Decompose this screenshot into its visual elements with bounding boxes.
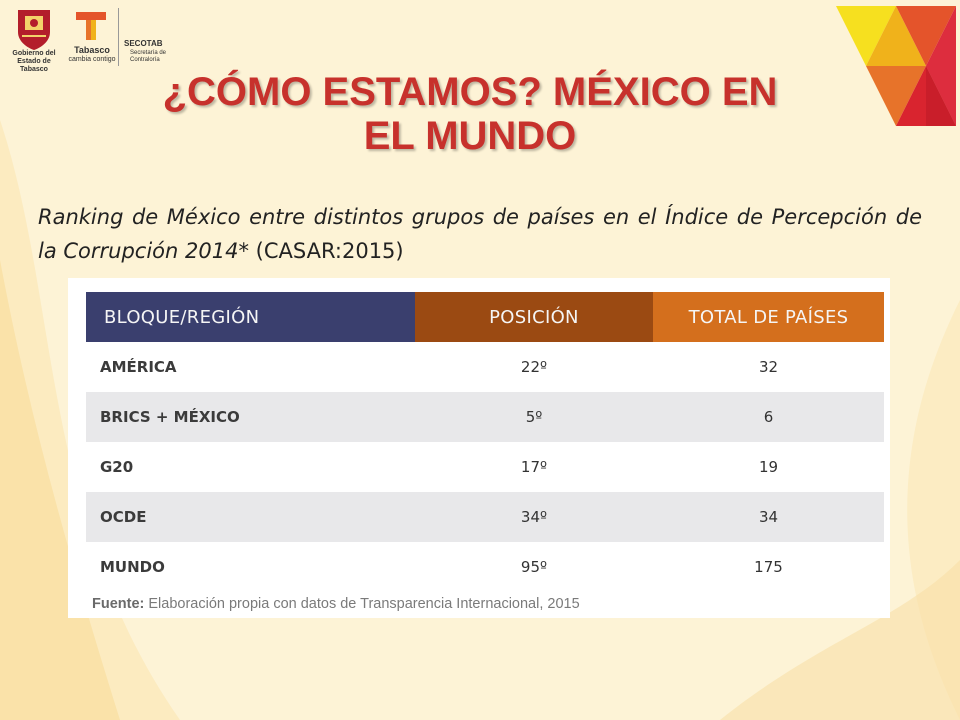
cell-region: AMÉRICA: [100, 358, 177, 376]
header-region: BLOQUE/REGIÓN: [86, 292, 415, 342]
gov-label: Gobierno del Estado de Tabasco: [12, 50, 56, 73]
cell-total: 175: [754, 558, 783, 576]
secotab-sub: Secretaría de Contraloría: [130, 50, 167, 63]
header-total: TOTAL DE PAÍSES: [653, 292, 884, 342]
cell-region: G20: [100, 458, 134, 476]
ranking-table-panel: BLOQUE/REGIÓN POSICIÓN TOTAL DE PAÍSES A…: [68, 278, 890, 618]
table-header-row: BLOQUE/REGIÓN POSICIÓN TOTAL DE PAÍSES: [86, 292, 884, 342]
table-row: OCDE 34º 34: [86, 492, 884, 542]
source-note: Fuente: Elaboración propia con datos de …: [92, 596, 580, 612]
tabasco-label: Tabasco: [74, 45, 110, 55]
secotab-label: SECOTAB: [124, 39, 163, 48]
tabasco-logo-icon: [76, 12, 106, 40]
header-logos: Gobierno del Estado de Tabasco Tabasco c…: [8, 4, 188, 73]
table-row: MUNDO 95º 175: [86, 542, 884, 592]
ranking-table: BLOQUE/REGIÓN POSICIÓN TOTAL DE PAÍSES A…: [86, 292, 884, 592]
cell-region: OCDE: [86, 492, 415, 542]
cell-region: MUNDO: [100, 558, 165, 576]
cell-position: 34º: [415, 492, 653, 542]
cell-position: 5º: [415, 392, 653, 442]
cell-region: BRICS + MÉXICO: [86, 392, 415, 442]
table-row: G20 17º 19: [86, 442, 884, 492]
title-line-2: EL MUNDO: [363, 114, 577, 158]
intro-italic-text: Ranking de México entre distintos grupos…: [38, 205, 922, 263]
tabasco-tagline: cambia contigo: [68, 56, 116, 63]
state-seal-icon: [18, 10, 50, 50]
cell-position: 22º: [520, 358, 548, 376]
cell-total: 32: [758, 358, 779, 376]
header-position: POSICIÓN: [415, 292, 653, 342]
intro-paragraph: Ranking de México entre distintos grupos…: [38, 200, 922, 268]
source-label: Fuente:: [92, 596, 145, 612]
table-row: AMÉRICA 22º 32: [86, 342, 884, 392]
table-row: BRICS + MÉXICO 5º 6: [86, 392, 884, 442]
cell-position: 17º: [520, 458, 548, 476]
cell-position: 95º: [520, 558, 548, 576]
source-text: Elaboración propia con datos de Transpar…: [144, 596, 580, 612]
intro-citation: (CASAR:2015): [248, 239, 404, 263]
cell-total: 6: [653, 392, 884, 442]
cell-total: 19: [758, 458, 779, 476]
title-line-1: ¿CÓMO ESTAMOS? MÉXICO EN: [162, 70, 778, 114]
page-title: ¿CÓMO ESTAMOS? MÉXICO EN EL MUNDO: [100, 70, 840, 158]
cell-total: 34: [653, 492, 884, 542]
corner-ornament: [836, 6, 956, 126]
logo-divider: [118, 8, 119, 66]
